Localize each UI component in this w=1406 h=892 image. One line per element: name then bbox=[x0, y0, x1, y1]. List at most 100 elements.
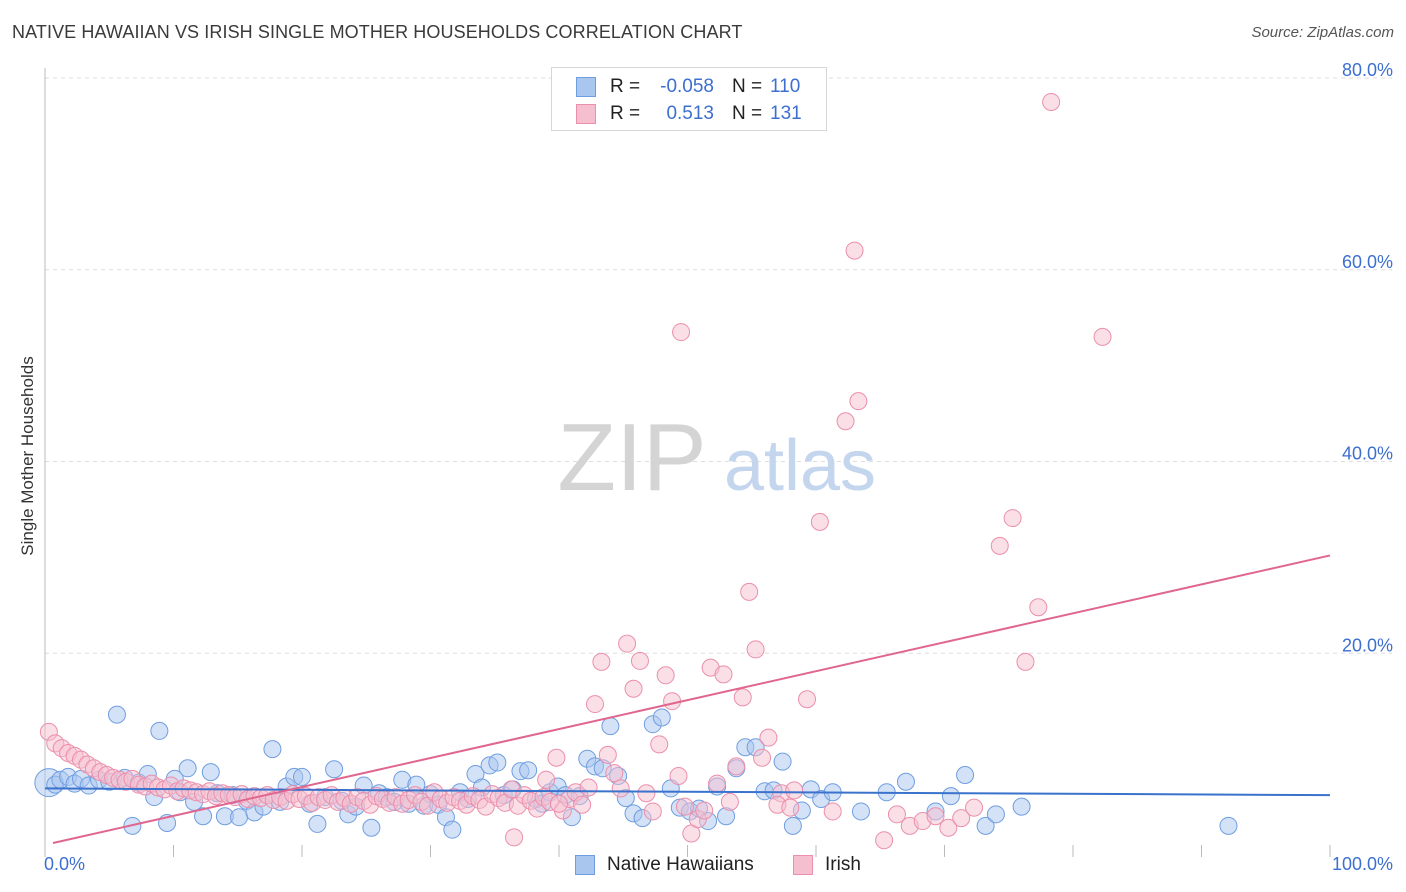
data-point-irish bbox=[708, 774, 727, 793]
legend-n-label: N = bbox=[732, 76, 763, 97]
data-point-irish bbox=[746, 640, 765, 659]
data-point-native-hawaiians bbox=[956, 766, 975, 785]
legend-r-value: 0.513 bbox=[666, 103, 714, 124]
data-point-native-hawaiians bbox=[896, 772, 915, 791]
data-point-irish bbox=[785, 781, 804, 800]
data-point-irish bbox=[1042, 92, 1061, 111]
series-irish bbox=[39, 92, 1112, 850]
tick-labels: 20.0% 40.0% 60.0% 80.0% 0.0% 100.0% bbox=[44, 60, 1393, 874]
data-point-irish bbox=[1016, 652, 1035, 671]
data-point-irish bbox=[547, 748, 566, 767]
legend-item-native-hawaiians[interactable]: Native Hawaiians bbox=[575, 852, 754, 878]
legend-n-value: 110 bbox=[770, 76, 801, 97]
data-point-irish bbox=[939, 818, 958, 837]
data-point-native-hawaiians bbox=[941, 787, 960, 806]
data-point-native-hawaiians bbox=[325, 760, 344, 779]
legend-swatch-blue bbox=[575, 855, 595, 875]
data-point-irish bbox=[990, 536, 1009, 555]
y-tick-label: 60.0% bbox=[1342, 252, 1393, 272]
data-point-irish bbox=[611, 779, 630, 798]
watermark-atlas: atlas bbox=[724, 426, 876, 506]
y-tick-label: 80.0% bbox=[1342, 60, 1393, 80]
data-point-native-hawaiians bbox=[1219, 816, 1238, 835]
data-point-irish bbox=[714, 665, 733, 684]
data-point-irish bbox=[605, 764, 624, 783]
series-native-hawaiians bbox=[34, 705, 1238, 839]
legend-label-native-hawaiians: Native Hawaiians bbox=[607, 854, 754, 875]
data-point-irish bbox=[669, 766, 688, 785]
data-point-irish bbox=[965, 798, 984, 817]
legend-swatch-pink bbox=[576, 104, 596, 124]
data-point-irish bbox=[592, 652, 611, 671]
data-point-irish bbox=[643, 802, 662, 821]
data-point-irish bbox=[618, 634, 637, 653]
data-point-irish bbox=[845, 241, 864, 260]
data-point-irish bbox=[637, 784, 656, 803]
data-point-irish bbox=[663, 692, 682, 711]
data-point-irish bbox=[810, 512, 829, 531]
data-point-irish bbox=[573, 795, 592, 814]
chart-title: NATIVE HAWAIIAN VS IRISH SINGLE MOTHER H… bbox=[12, 22, 743, 42]
data-point-native-hawaiians bbox=[976, 816, 995, 835]
data-point-irish bbox=[585, 695, 604, 714]
data-point-irish bbox=[537, 770, 556, 789]
data-point-irish bbox=[781, 798, 800, 817]
data-point-irish bbox=[727, 757, 746, 776]
data-point-native-hawaiians bbox=[150, 721, 169, 740]
legend-item-irish[interactable]: Irish bbox=[793, 852, 861, 878]
data-point-irish bbox=[798, 690, 817, 709]
data-point-native-hawaiians bbox=[519, 761, 538, 780]
data-point-irish bbox=[1003, 509, 1022, 528]
data-point-irish bbox=[505, 828, 524, 847]
data-point-native-hawaiians bbox=[263, 740, 282, 759]
data-point-irish bbox=[740, 582, 759, 601]
data-point-irish bbox=[695, 801, 714, 820]
data-point-native-hawaiians bbox=[652, 708, 671, 727]
data-point-irish bbox=[759, 728, 778, 747]
data-point-irish bbox=[579, 778, 598, 797]
trend-line-irish bbox=[52, 554, 1331, 844]
data-point-irish bbox=[733, 688, 752, 707]
data-point-native-hawaiians bbox=[107, 705, 126, 724]
legend-row-native-hawaiians: R = -0.058 N = 110 bbox=[576, 74, 800, 100]
legend-n-label: N = bbox=[732, 103, 763, 124]
data-point-native-hawaiians bbox=[488, 753, 507, 772]
data-point-irish bbox=[650, 735, 669, 754]
data-point-native-hawaiians bbox=[851, 802, 870, 821]
data-point-irish bbox=[753, 748, 772, 767]
legend-r-label: R = bbox=[610, 103, 641, 124]
data-point-irish bbox=[849, 392, 868, 411]
y-tick-label: 40.0% bbox=[1342, 444, 1393, 464]
data-point-irish bbox=[672, 323, 691, 342]
data-point-native-hawaiians bbox=[362, 818, 381, 837]
data-point-native-hawaiians bbox=[1012, 797, 1031, 816]
legend-row-irish: R = 0.513 N = 131 bbox=[576, 101, 802, 127]
data-point-native-hawaiians bbox=[783, 816, 802, 835]
x-tick-label: 100.0% bbox=[1332, 854, 1393, 874]
x-tick-label: 0.0% bbox=[44, 854, 85, 874]
data-point-irish bbox=[675, 797, 694, 816]
legend-r-label: R = bbox=[610, 76, 641, 97]
data-point-irish bbox=[630, 651, 649, 670]
data-point-irish bbox=[875, 831, 894, 850]
data-point-native-hawaiians bbox=[308, 814, 327, 833]
data-point-irish bbox=[952, 809, 971, 828]
data-point-irish bbox=[836, 412, 855, 431]
trend-line-native-hawaiians bbox=[44, 787, 1331, 797]
data-point-native-hawaiians bbox=[773, 752, 792, 771]
data-point-irish bbox=[720, 792, 739, 811]
trend-lines bbox=[44, 554, 1331, 844]
legend-label-irish: Irish bbox=[825, 854, 861, 875]
data-point-irish bbox=[598, 745, 617, 764]
data-point-irish bbox=[926, 807, 945, 826]
data-point-irish bbox=[1029, 598, 1048, 617]
gridlines bbox=[45, 77, 1392, 654]
legend-swatch-pink bbox=[793, 855, 813, 875]
data-point-irish bbox=[887, 805, 906, 824]
data-point-irish bbox=[1093, 327, 1112, 346]
series-legend: Native Hawaiians Irish bbox=[0, 852, 1406, 878]
watermark: ZIP atlas bbox=[557, 404, 876, 511]
y-tick-label: 20.0% bbox=[1342, 635, 1393, 655]
data-point-native-hawaiians bbox=[986, 805, 1005, 824]
